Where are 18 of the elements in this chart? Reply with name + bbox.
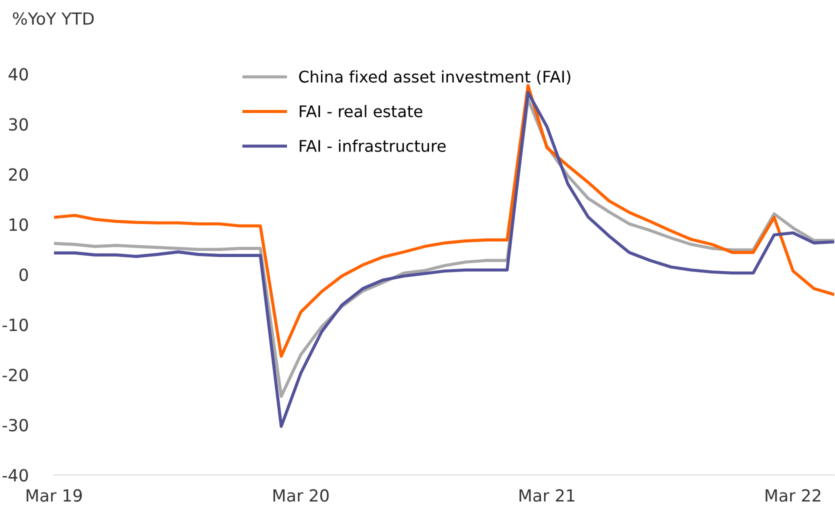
y-tick-label: 30 xyxy=(9,118,28,131)
y-tick-label: -40 xyxy=(2,468,28,482)
y-tick-label: 20 xyxy=(9,168,28,181)
y-tick-label: 10 xyxy=(10,218,28,231)
y-tick-label: 40 xyxy=(8,68,28,81)
x-tick-label: Mar 19 xyxy=(26,489,82,502)
legend-label: FAI - infrastructure xyxy=(300,140,446,152)
x-tick-label: Mar 22 xyxy=(766,489,820,502)
y-tick-label: 0 xyxy=(19,268,28,282)
x-tick-label: Mar 21 xyxy=(520,489,574,502)
line-series xyxy=(54,84,834,358)
legend-label: China fixed asset investment (FAI) xyxy=(299,70,570,85)
y-tick-label: -20 xyxy=(2,368,28,382)
y-tick-label: -10 xyxy=(2,318,28,332)
x-tick-label: Mar 20 xyxy=(273,489,329,502)
y-tick-label: -30 xyxy=(2,418,28,432)
legend-label: FAI - real estate xyxy=(300,104,422,118)
y-axis-title: %YoY YTD xyxy=(12,12,94,25)
